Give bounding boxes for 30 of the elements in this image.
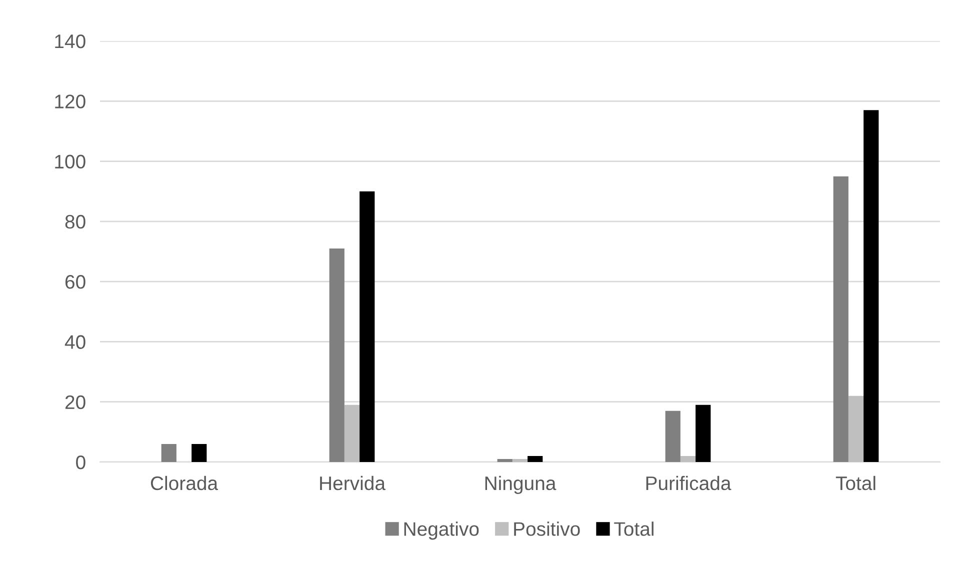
bar	[329, 248, 344, 462]
y-tick-label: 140	[55, 34, 86, 48]
bar	[833, 176, 848, 462]
bar	[192, 444, 207, 462]
bar	[680, 456, 696, 462]
y-tick-label: 40	[64, 335, 86, 349]
legend-label: Total	[614, 522, 654, 536]
x-tick-label: Clorada	[150, 476, 218, 490]
bar	[696, 404, 711, 462]
y-tick-label: 120	[55, 94, 86, 108]
bar	[360, 191, 375, 462]
legend-label: Positivo	[514, 522, 580, 536]
bar	[344, 404, 360, 462]
bar	[848, 396, 864, 462]
y-tick-label: 60	[65, 275, 86, 289]
bar	[528, 456, 543, 462]
bar	[512, 458, 528, 462]
bar	[161, 444, 176, 462]
x-tick-label: Purificada	[646, 476, 732, 490]
y-tick-label: 20	[65, 395, 86, 410]
y-tick-label: 100	[55, 154, 86, 169]
x-tick-label: Total	[836, 476, 876, 490]
bar	[864, 110, 879, 462]
y-tick-label: 80	[65, 214, 86, 229]
legend-label: Negativo	[404, 522, 479, 540]
bar	[497, 458, 512, 462]
y-tick-label: 0	[76, 455, 86, 470]
bar	[665, 410, 680, 462]
x-tick-label: Hervida	[320, 476, 386, 490]
x-tick-label: Ninguna	[485, 476, 556, 494]
